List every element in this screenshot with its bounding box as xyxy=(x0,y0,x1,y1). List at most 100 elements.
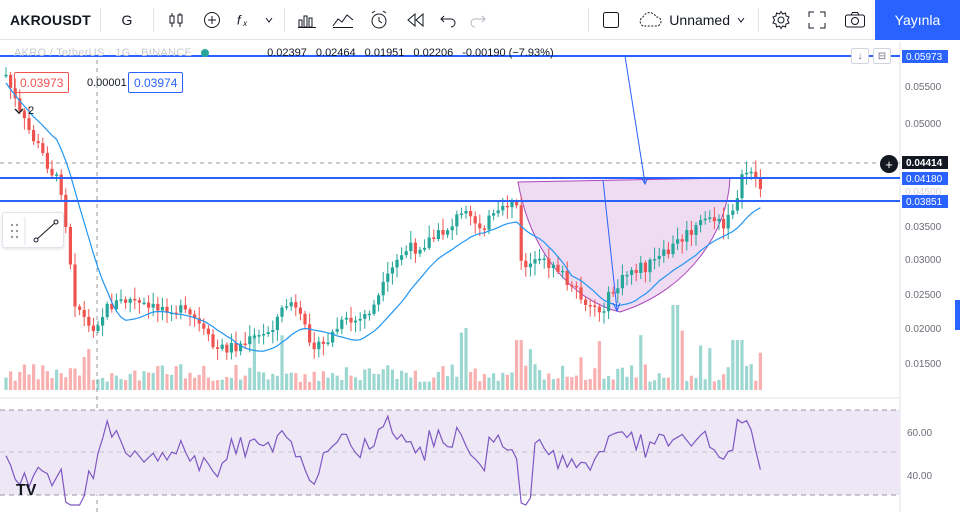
candle-body xyxy=(308,324,312,343)
volume-bar xyxy=(344,367,348,390)
indicators-toggle[interactable]: 2 xyxy=(14,105,34,117)
candle-body xyxy=(358,318,362,321)
alert-clock-icon[interactable] xyxy=(361,0,397,40)
candle-body xyxy=(676,239,680,244)
sell-price-button[interactable]: 0.03973 xyxy=(14,72,70,93)
restore-icon[interactable]: ⊟ xyxy=(873,48,891,64)
candle-body xyxy=(331,331,335,343)
candle-body xyxy=(312,342,316,350)
candle-body xyxy=(685,230,689,242)
volume-bar xyxy=(234,364,238,390)
rsi-line xyxy=(5,414,761,506)
candle-body xyxy=(211,334,215,348)
candle-body xyxy=(413,242,417,254)
price-chart[interactable]: 0.05500 0.05000 0.04500 0.03500 0.03000 … xyxy=(0,41,960,512)
volume-bar xyxy=(446,376,450,390)
candle-body xyxy=(4,74,8,77)
candle-body xyxy=(712,217,716,222)
candle-body xyxy=(197,318,201,324)
crosshair-price-text: 0.04414 xyxy=(906,158,943,169)
bar-chart-icon[interactable] xyxy=(289,0,325,40)
volume-bar xyxy=(68,368,72,390)
interval-button[interactable]: G xyxy=(121,11,133,28)
volume-bar xyxy=(363,369,367,390)
volume-bar xyxy=(423,381,427,390)
trend-line-icon[interactable] xyxy=(33,219,59,243)
templates-icon[interactable] xyxy=(325,0,361,40)
volume-bar xyxy=(427,381,431,390)
candle-body xyxy=(390,267,394,274)
candle-body xyxy=(68,226,72,265)
candle-body xyxy=(630,270,634,275)
spread-value: 0.00001 xyxy=(87,76,127,89)
symbol-search[interactable]: AKROUSDT xyxy=(10,11,91,28)
volume-bar xyxy=(340,379,344,390)
candle-body xyxy=(64,194,68,227)
add-plus-icon[interactable]: + xyxy=(880,155,898,173)
volume-bar xyxy=(593,368,597,390)
candle-body xyxy=(183,305,187,310)
candle-body xyxy=(248,336,252,345)
volume-bar xyxy=(114,375,118,390)
volume-bar xyxy=(469,371,473,390)
settings-gear-icon[interactable] xyxy=(763,0,799,40)
candle-body xyxy=(266,332,270,335)
volume-bar xyxy=(409,377,413,390)
candle-body xyxy=(409,242,413,252)
volume-bar xyxy=(634,377,638,390)
arrow-to-resistance[interactable] xyxy=(624,55,646,184)
fullscreen-icon[interactable] xyxy=(799,0,835,40)
candle-body xyxy=(505,205,509,208)
candle-body xyxy=(492,213,496,216)
undo-icon[interactable] xyxy=(433,0,463,40)
volume-bar xyxy=(551,379,555,390)
volume-bar xyxy=(436,371,440,390)
volume-bar xyxy=(703,379,707,390)
candle-body xyxy=(298,307,302,314)
price-scale[interactable]: 0.05500 0.05000 0.04500 0.03500 0.03000 … xyxy=(905,82,942,482)
publish-button[interactable]: Yayınla xyxy=(875,0,960,40)
candles-icon[interactable] xyxy=(158,0,194,40)
volume-bar xyxy=(464,328,468,390)
candle-body xyxy=(78,306,82,310)
candle-body xyxy=(593,305,597,307)
legend-close: 0.02206 xyxy=(413,47,454,59)
floating-drawing-toolbar[interactable] xyxy=(2,212,64,248)
candle-body xyxy=(423,247,427,250)
volume-bar xyxy=(18,371,22,390)
ghost-symbol-title: AKRO / TetherUS · 1G · BINANCE xyxy=(14,47,193,59)
layout-square-icon[interactable] xyxy=(593,0,629,40)
camera-icon[interactable] xyxy=(835,0,875,40)
layout-name: Unnamed xyxy=(669,11,730,28)
volume-bar xyxy=(13,380,17,390)
volume-bar xyxy=(349,375,353,390)
volume-bar xyxy=(73,368,77,390)
volume-bar xyxy=(676,305,680,390)
candle-body xyxy=(32,129,36,142)
add-indicator-icon[interactable] xyxy=(194,0,230,40)
drag-handle-icon[interactable] xyxy=(10,223,19,239)
chevron-down-icon[interactable] xyxy=(258,0,280,40)
layout-name-button[interactable]: Unnamed xyxy=(629,12,754,28)
candle-body xyxy=(602,311,606,313)
volume-bar xyxy=(160,365,164,390)
price-tick: 0.02500 xyxy=(905,290,942,301)
volume-bar xyxy=(275,375,279,390)
candle-body xyxy=(193,314,197,319)
candle-body xyxy=(528,263,532,268)
buy-price-button[interactable]: 0.03974 xyxy=(128,72,184,93)
arrow-to-cup-bottom[interactable] xyxy=(602,179,618,311)
candle-body xyxy=(133,298,137,301)
volume-bar xyxy=(478,381,482,390)
arrow-head xyxy=(640,176,649,186)
arrow-down-icon[interactable]: ↓ xyxy=(851,48,869,64)
replay-icon[interactable] xyxy=(397,0,433,40)
cup-pattern[interactable] xyxy=(517,177,731,313)
volume-bar xyxy=(358,380,362,390)
redo-icon[interactable] xyxy=(463,0,493,40)
candle-body xyxy=(745,172,749,175)
volume-bar xyxy=(193,377,197,390)
price-tick: 0.01500 xyxy=(905,359,942,370)
tradingview-logo: TV xyxy=(16,482,37,499)
